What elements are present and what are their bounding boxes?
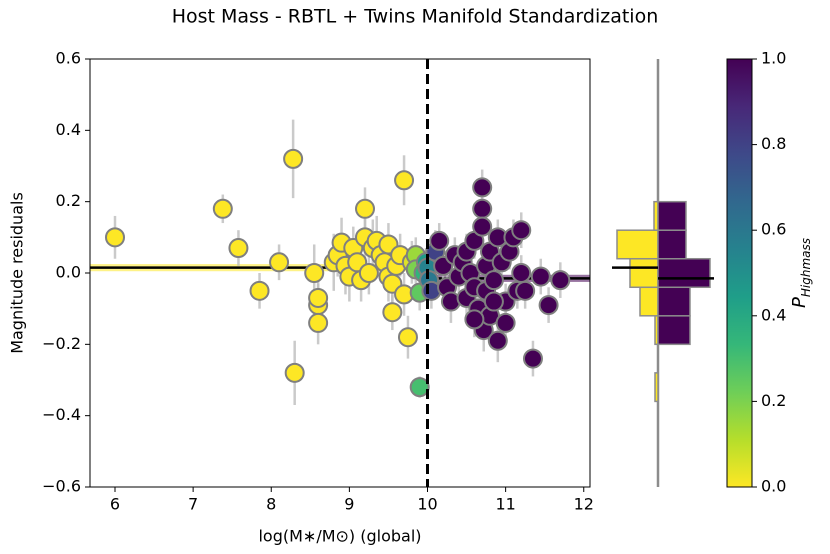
histogram-bar <box>657 200 687 231</box>
data-point <box>394 170 415 191</box>
histogram-bar <box>629 257 659 289</box>
data-point <box>483 270 504 291</box>
data-point <box>550 270 571 291</box>
colorbar-tick-label: 1.0 <box>761 49 786 68</box>
x-tick-label: 6 <box>110 495 120 514</box>
colorbar-tick-label: 0.8 <box>761 134 786 153</box>
data-point <box>212 198 233 219</box>
data-point <box>511 220 532 241</box>
y-axis-label: Magnitude residuals <box>8 192 27 354</box>
data-point <box>382 302 403 323</box>
data-point <box>515 280 536 301</box>
colorbar-label-symbol: P <box>789 297 810 308</box>
plot-area <box>90 59 590 487</box>
x-tick-label: 7 <box>188 495 198 514</box>
histogram-bar <box>657 286 691 317</box>
colorbar-tick-label: 0.2 <box>761 391 786 410</box>
y-tick-label: 0.0 <box>56 263 81 282</box>
data-point <box>284 362 305 383</box>
x-tick-label: 12 <box>574 495 594 514</box>
data-point <box>472 198 493 219</box>
x-axis-label: log(M∗/M⊙) (global) <box>258 527 421 546</box>
data-point <box>530 266 551 287</box>
colorbar-tick-label: 0.6 <box>761 220 786 239</box>
colorbar-label-subscript: Highmass <box>799 238 813 297</box>
data-point <box>308 312 329 333</box>
y-tick-label: −0.6 <box>42 477 81 496</box>
data-point <box>429 230 450 251</box>
data-point <box>472 216 493 237</box>
colorbar-label: PHighmass <box>789 238 813 308</box>
histogram-bar <box>657 257 711 289</box>
y-tick-label: 0.2 <box>56 191 81 210</box>
data-point <box>511 263 532 283</box>
data-point <box>464 309 485 330</box>
data-point <box>308 287 329 308</box>
histogram-bar <box>657 315 691 346</box>
data-point <box>304 263 325 283</box>
x-tick-label: 11 <box>495 495 515 514</box>
data-point <box>483 291 504 312</box>
histogram-bar <box>657 229 687 260</box>
data-point <box>538 295 559 316</box>
data-point <box>358 263 379 283</box>
data-point <box>472 177 493 198</box>
data-point <box>495 312 516 333</box>
chart-title: Host Mass - RBTL + Twins Manifold Standa… <box>172 6 659 28</box>
data-point <box>487 330 508 351</box>
plot-content <box>90 59 590 487</box>
x-tick-label: 8 <box>266 495 276 514</box>
colorbar-tick-label: 0.0 <box>761 477 786 496</box>
data-point <box>355 198 375 219</box>
data-point <box>269 252 290 273</box>
data-point <box>397 327 418 348</box>
y-tick-label: −0.4 <box>42 405 81 424</box>
y-tick-label: −0.2 <box>42 334 81 353</box>
data-point <box>228 238 249 259</box>
y-tick-label: 0.4 <box>56 120 81 139</box>
x-tick-label: 9 <box>344 495 354 514</box>
colorbar-tick-label: 0.4 <box>761 305 786 324</box>
data-point <box>249 280 270 301</box>
x-tick-label: 10 <box>417 495 437 514</box>
data-point <box>409 377 430 398</box>
colorbar <box>726 58 753 488</box>
histogram-bar <box>639 286 659 317</box>
histogram-bar <box>616 229 659 260</box>
histogram-bar <box>654 372 659 403</box>
data-point <box>105 227 125 248</box>
data-point <box>522 348 543 369</box>
y-tick-label: 0.6 <box>56 49 81 68</box>
data-point <box>283 148 304 169</box>
